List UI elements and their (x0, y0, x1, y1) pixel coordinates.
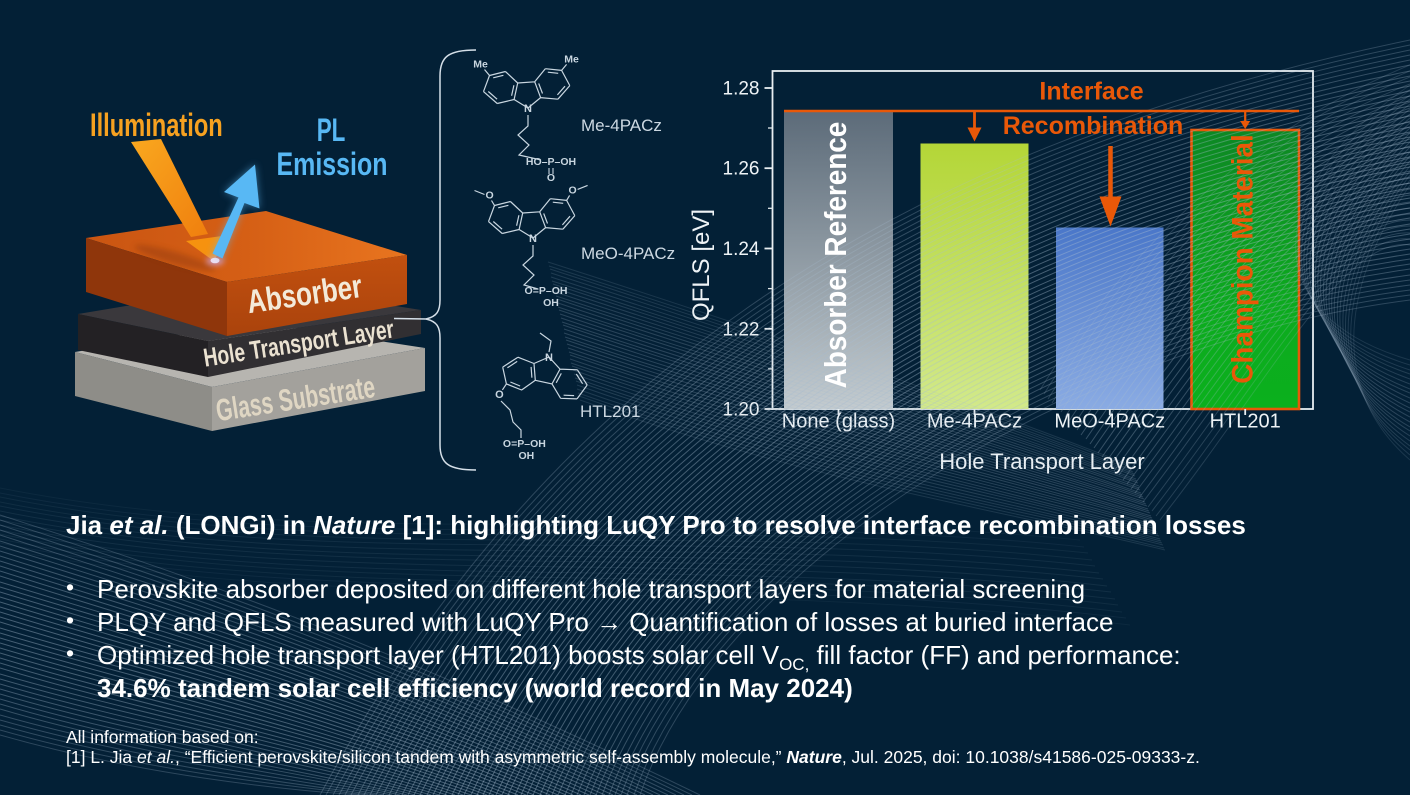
svg-text:O: O (485, 189, 493, 201)
svg-text:Recombination: Recombination (1003, 112, 1184, 140)
svg-text:O=P–OH: O=P–OH (525, 285, 568, 297)
svg-text:N: N (524, 103, 532, 115)
svg-text:1.24: 1.24 (723, 239, 760, 260)
svg-text:Me: Me (564, 53, 579, 65)
svg-text:OH: OH (519, 450, 535, 462)
svg-text:None (glass): None (glass) (782, 411, 895, 433)
svg-text:Emission: Emission (277, 147, 388, 183)
svg-text:O: O (568, 184, 576, 196)
svg-text:1.22: 1.22 (723, 319, 760, 340)
svg-text:Absorber Reference: Absorber Reference (819, 122, 854, 389)
svg-text:HO–P–OH: HO–P–OH (526, 156, 576, 168)
svg-text:MeO-4PACz: MeO-4PACz (581, 244, 675, 263)
svg-text:QFLS [eV]: QFLS [eV] (688, 209, 715, 321)
svg-text:PL: PL (317, 112, 346, 148)
svg-text:N: N (529, 233, 537, 245)
svg-text:1.26: 1.26 (723, 159, 760, 180)
svg-text:Me: Me (473, 58, 488, 70)
svg-text:OH: OH (543, 297, 559, 309)
svg-text:N: N (545, 352, 553, 364)
svg-text:Illumination: Illumination (90, 108, 223, 143)
svg-text:HTL201: HTL201 (1210, 411, 1281, 433)
svg-text:Champion Material: Champion Material (1227, 134, 1260, 383)
svg-text:Me-4PACz: Me-4PACz (927, 411, 1022, 433)
svg-text:Hole Transport Layer: Hole Transport Layer (939, 449, 1144, 474)
svg-text:O: O (547, 172, 555, 184)
svg-text:Me-4PACz: Me-4PACz (581, 116, 662, 135)
svg-text:O: O (495, 389, 504, 401)
svg-text:MeO-4PACz: MeO-4PACz (1054, 411, 1165, 433)
svg-text:O=P–OH: O=P–OH (503, 438, 546, 450)
svg-text:HTL201: HTL201 (580, 402, 640, 421)
svg-text:Interface: Interface (1039, 78, 1143, 106)
svg-text:1.28: 1.28 (723, 79, 760, 100)
svg-text:1.20: 1.20 (723, 400, 760, 421)
